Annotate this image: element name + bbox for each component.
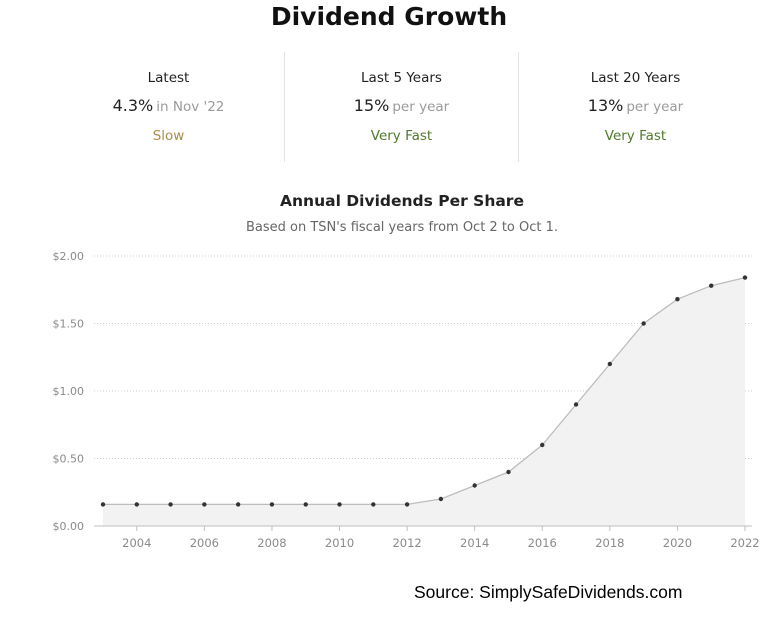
- y-tick-label: $1.50: [53, 318, 85, 331]
- data-point: [404, 502, 410, 507]
- data-point: [506, 469, 511, 475]
- series-line: [103, 276, 746, 506]
- x-tick-label: 2010: [325, 536, 354, 550]
- chart-title: Annual Dividends Per Share: [280, 192, 524, 210]
- data-point: [371, 502, 376, 507]
- stat-5-years-rating: Very Fast: [370, 128, 433, 144]
- x-tick-label: 2012: [392, 536, 421, 550]
- stat-5-years-label: Last 5 Years: [361, 70, 442, 86]
- y-tick-label: $2.00: [53, 250, 85, 263]
- stat-latest-value-row: 4.3% in Nov '22: [52, 96, 285, 115]
- data-point: [573, 402, 579, 407]
- data-point: [438, 496, 444, 502]
- stat-latest: Latest 4.3% in Nov '22 Slow: [52, 52, 285, 162]
- data-point: [168, 502, 173, 507]
- page-title: Dividend Growth: [270, 2, 508, 31]
- x-tick-label: 2006: [190, 536, 219, 550]
- stat-latest-value: 4.3%: [112, 96, 154, 115]
- data-point: [709, 283, 714, 288]
- x-tick-label: 2018: [595, 536, 624, 550]
- x-tick-label: 2016: [528, 536, 557, 550]
- data-point: [742, 275, 748, 280]
- stat-5-years-value-row: 15% per year: [285, 96, 518, 115]
- stat-5-years-sub: per year: [392, 99, 450, 115]
- y-tick-label: $0.00: [53, 520, 85, 533]
- chart-subtitle: Based on TSN's fiscal years from Oct 2 t…: [245, 220, 559, 235]
- series-area: [103, 277, 745, 526]
- stat-latest-rating: Slow: [152, 128, 185, 144]
- stat-20-years: Last 20 Years 13% per year Very Fast: [518, 52, 752, 162]
- data-point: [303, 502, 308, 507]
- stat-20-years-value-row: 13% per year: [519, 96, 752, 115]
- y-tick-label: $1.00: [53, 385, 85, 398]
- x-tick-label: 2004: [122, 536, 151, 550]
- data-point: [235, 502, 241, 507]
- data-point: [202, 502, 207, 507]
- data-point: [269, 502, 275, 507]
- stat-20-years-rating: Very Fast: [604, 128, 667, 144]
- stat-5-years-value: 15%: [353, 96, 390, 115]
- stat-latest-label: Latest: [147, 70, 190, 86]
- stat-20-years-sub: per year: [626, 99, 684, 115]
- data-point: [675, 297, 680, 302]
- x-tick-label: 2014: [460, 536, 489, 550]
- x-tick-label: 2008: [257, 536, 286, 550]
- dividend-stats: Latest 4.3% in Nov '22 Slow Last 5 Years …: [52, 52, 752, 162]
- stat-20-years-label: Last 20 Years: [590, 70, 681, 86]
- x-tick-label: 2020: [663, 536, 692, 550]
- source-caption: Source: SimplySafeDividends.com: [414, 582, 683, 602]
- data-point: [607, 361, 613, 367]
- data-point: [134, 502, 139, 507]
- x-tick-label: 2022: [730, 536, 759, 550]
- data-point: [337, 502, 342, 507]
- data-point: [641, 321, 646, 326]
- data-point: [472, 483, 477, 488]
- stat-20-years-value: 13%: [587, 96, 624, 115]
- data-point: [540, 442, 545, 448]
- stat-latest-sub: in Nov '22: [156, 99, 225, 115]
- stat-5-years: Last 5 Years 15% per year Very Fast: [284, 52, 518, 162]
- data-point: [100, 502, 106, 507]
- y-tick-label: $0.50: [53, 453, 85, 466]
